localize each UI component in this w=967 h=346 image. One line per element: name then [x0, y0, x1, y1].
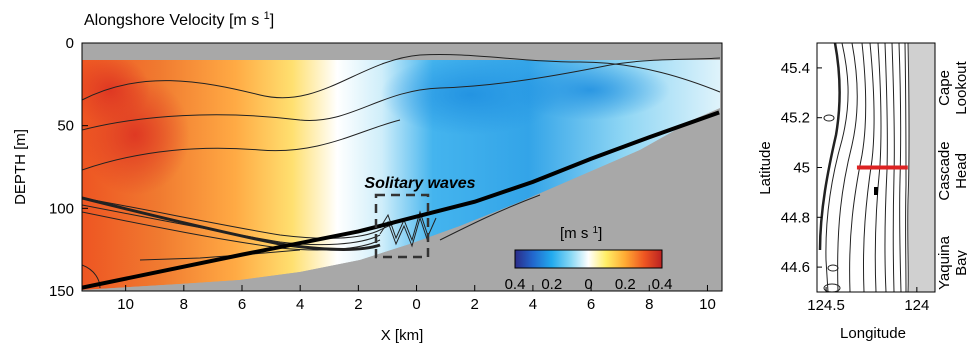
y-tick-label: 0 [66, 35, 74, 52]
colorbar-ticks: 0.4 0.2 0 0.2 0.4 [505, 276, 673, 293]
seafloor-shading [82, 108, 722, 291]
map-x-ticks: 124.5 124 [807, 287, 929, 314]
solitary-waves-box [374, 193, 430, 259]
colorbar-gradient [514, 249, 663, 269]
colorbar-tick-label: 0.2 [541, 276, 562, 293]
velocity-core-negative [380, 55, 560, 135]
mooring-marker [874, 187, 878, 195]
main-y-axis-label: DEPTH [m] [12, 129, 29, 205]
isopycnal-line [439, 194, 541, 241]
isopycnal-line [82, 57, 721, 131]
place-label: Bay [953, 250, 967, 276]
map-y-tick-label: 44.6 [781, 259, 810, 276]
place-label: Cascade [936, 141, 953, 200]
isopycnal-contours [82, 53, 721, 289]
main-plot-frame [81, 42, 723, 292]
x-tick-label: 8 [180, 296, 188, 313]
map-y-tick-label: 45 [793, 160, 810, 177]
map-y-ticks: 45.4 45.2 45 44.8 44.6 [781, 60, 822, 276]
colorbar-tick-label: 0.2 [615, 276, 636, 293]
y-tick-label: 50 [57, 118, 74, 135]
velocity-section-plot [82, 43, 722, 291]
y-tick-label: 100 [49, 200, 74, 217]
x-tick-label: 10 [699, 296, 716, 313]
main-x-ticks: 10 8 6 4 2 0 2 4 6 8 10 [117, 285, 716, 313]
place-label: Head [953, 153, 967, 189]
bathymetry-contours [818, 42, 907, 293]
map-y-tick-label: 44.8 [781, 209, 810, 226]
solitary-waves-label: Solitary waves [364, 175, 475, 192]
surface-gap [82, 43, 722, 60]
isopycnal-line-bold [82, 196, 381, 251]
place-label: Yaquina [936, 235, 953, 290]
x-tick-label: 0 [412, 296, 420, 313]
place-label: Lookout [953, 60, 967, 114]
land-area [908, 43, 935, 292]
map-y-tick-label: 45.4 [781, 60, 810, 77]
bottom-depth-line [82, 110, 720, 290]
y-tick-label: 150 [49, 283, 74, 300]
colorbar-tick-label: 0 [584, 276, 592, 293]
location-map: 45.4 45.2 45 44.8 44.6 124.5 124 Longitude La… [757, 42, 967, 342]
colorbar: [m s 1] 0.4 0.2 0 0.2 0.4 [505, 225, 673, 294]
x-tick-label: 6 [238, 296, 246, 313]
x-tick-label: 2 [354, 296, 362, 313]
x-tick-label: 4 [529, 296, 537, 313]
map-x-tick-label: 124 [904, 297, 929, 314]
isopycnal-line [139, 249, 301, 261]
x-tick-label: 8 [645, 296, 653, 313]
main-x-axis-label: X [km] [381, 327, 424, 344]
colorbar-label: [m s 1] [560, 225, 602, 243]
main-title: Alongshore Velocity [m s 1] [84, 10, 274, 29]
map-x-tick-label: 124.5 [807, 297, 845, 314]
x-tick-label: 4 [296, 296, 304, 313]
coastline [907, 42, 910, 293]
map-y-axis-label: Latitude [757, 141, 774, 194]
x-tick-label: 2 [471, 296, 479, 313]
place-labels: Cape Lookout Cascade Head Yaquina Bay [936, 60, 967, 289]
x-tick-label: 10 [117, 296, 134, 313]
velocity-core-negative [510, 60, 670, 120]
x-tick-label: 6 [587, 296, 595, 313]
colorbar-tick-label: 0.4 [505, 276, 526, 293]
main-y-ticks: 0 50 100 150 [49, 35, 88, 300]
isopycnal-line [379, 210, 437, 242]
place-label: Cape [936, 70, 953, 106]
isopycnal-line [82, 204, 381, 246]
map-y-tick-label: 45.2 [781, 110, 810, 127]
isopycnal-line [82, 119, 401, 171]
map-x-axis-label: Longitude [840, 325, 906, 342]
velocity-core-positive [82, 55, 150, 125]
colorbar-tick-label: 0.4 [652, 276, 673, 293]
isopycnal-line [82, 211, 381, 251]
isopycnal-line [82, 53, 721, 101]
